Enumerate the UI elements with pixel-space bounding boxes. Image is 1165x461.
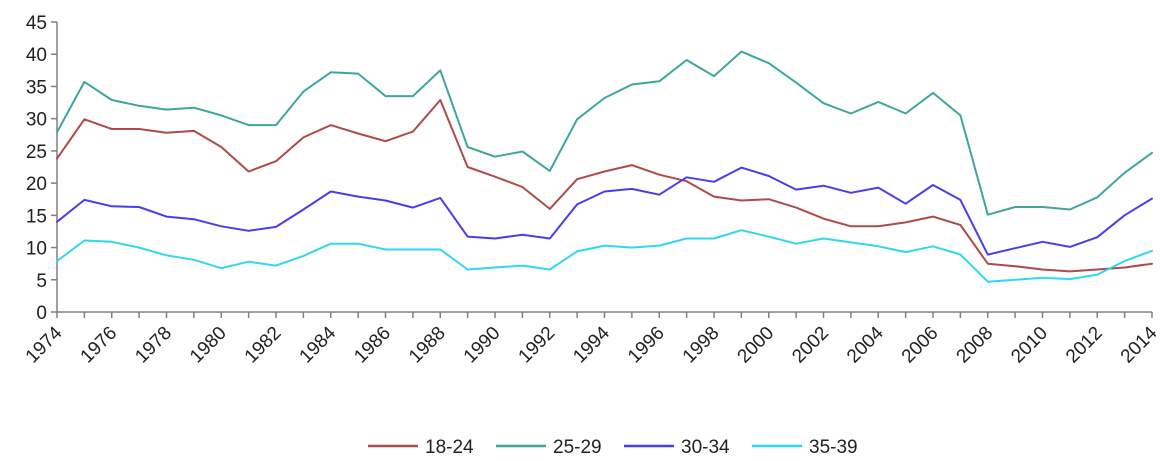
x-tick-label: 1980	[186, 323, 231, 368]
legend-label-30-34: 30-34	[681, 437, 730, 458]
x-tick-label: 1984	[296, 322, 341, 367]
series-line-18-24	[56, 99, 1153, 273]
series-lines	[56, 50, 1153, 283]
x-tick-label: 1988	[405, 323, 450, 368]
y-tick-label: 10	[26, 239, 47, 260]
legend-label-18-24: 18-24	[425, 437, 474, 458]
series-line-35-39	[56, 229, 1153, 283]
x-tick-label: 1974	[22, 322, 67, 367]
y-tick-label: 15	[26, 206, 47, 227]
legend-label-25-29: 25-29	[553, 437, 602, 458]
x-tick-label: 1986	[350, 323, 395, 368]
x-axis-ticks: 1974 1976 1978 1980 1982 1984 1986 1988 1990 1992…	[22, 312, 1162, 367]
x-tick-label: 1982	[241, 323, 286, 368]
y-tick-label: 0	[36, 303, 47, 324]
series-line-30-34	[56, 166, 1153, 256]
y-tick-label: 35	[26, 77, 47, 98]
y-tick-label: 25	[26, 142, 47, 163]
x-tick-label: 2000	[734, 323, 779, 368]
y-tick-label: 5	[36, 271, 47, 292]
y-axis-ticks: 0 5 10 15 20 25 30 35 40 45	[26, 13, 57, 324]
x-tick-label: 2010	[1007, 323, 1052, 368]
x-tick-label: 2014	[1117, 322, 1162, 367]
x-tick-label: 1992	[515, 323, 560, 368]
y-tick-label: 45	[26, 13, 47, 34]
y-tick-label: 40	[26, 45, 47, 66]
x-tick-label: 2006	[898, 323, 943, 368]
series-line-25-29	[56, 50, 1153, 216]
x-tick-label: 1978	[131, 323, 176, 368]
x-tick-label: 1976	[77, 323, 122, 368]
x-tick-label: 1998	[679, 323, 724, 368]
x-tick-label: 2012	[1062, 323, 1107, 368]
x-tick-label: 2004	[843, 322, 888, 367]
x-tick-label: 2002	[788, 323, 833, 368]
x-tick-label: 1990	[460, 323, 505, 368]
x-tick-label: 1994	[569, 322, 614, 367]
legend: 18-24 25-29 30-34 35-39	[368, 437, 858, 458]
x-tick-label: 2008	[953, 323, 998, 368]
y-tick-label: 20	[26, 174, 47, 195]
x-tick-label: 1996	[624, 323, 669, 368]
y-tick-label: 30	[26, 110, 47, 131]
legend-label-35-39: 35-39	[809, 437, 858, 458]
